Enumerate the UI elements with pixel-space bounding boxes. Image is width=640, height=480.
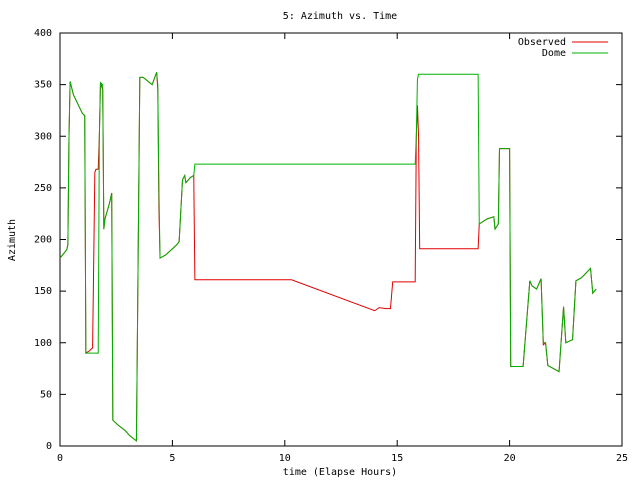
legend-label: Dome — [542, 48, 566, 59]
chart-title: 5: Azimuth vs. Time — [283, 11, 397, 22]
x-tick-label: 15 — [391, 453, 403, 464]
legend-label: Observed — [518, 37, 566, 48]
series-line — [59, 72, 597, 442]
y-tick-label: 250 — [34, 183, 52, 194]
x-axis-label: time (Elapse Hours) — [283, 467, 397, 478]
x-tick-label: 10 — [279, 453, 291, 464]
x-tick-label: 25 — [616, 453, 628, 464]
y-tick-label: 350 — [34, 80, 52, 91]
x-tick-label: 0 — [57, 453, 63, 464]
y-tick-label: 150 — [34, 286, 52, 297]
y-tick-label: 100 — [34, 338, 52, 349]
y-tick-label: 300 — [34, 131, 52, 142]
y-tick-label: 0 — [46, 441, 52, 452]
y-axis-label: Azimuth — [7, 219, 18, 261]
y-tick-label: 200 — [34, 235, 52, 246]
x-tick-label: 20 — [504, 453, 516, 464]
y-tick-label: 50 — [40, 389, 52, 400]
plot-frame — [59, 32, 623, 447]
series-line — [59, 72, 597, 442]
y-tick-label: 400 — [34, 28, 52, 39]
x-tick-label: 5 — [169, 453, 175, 464]
